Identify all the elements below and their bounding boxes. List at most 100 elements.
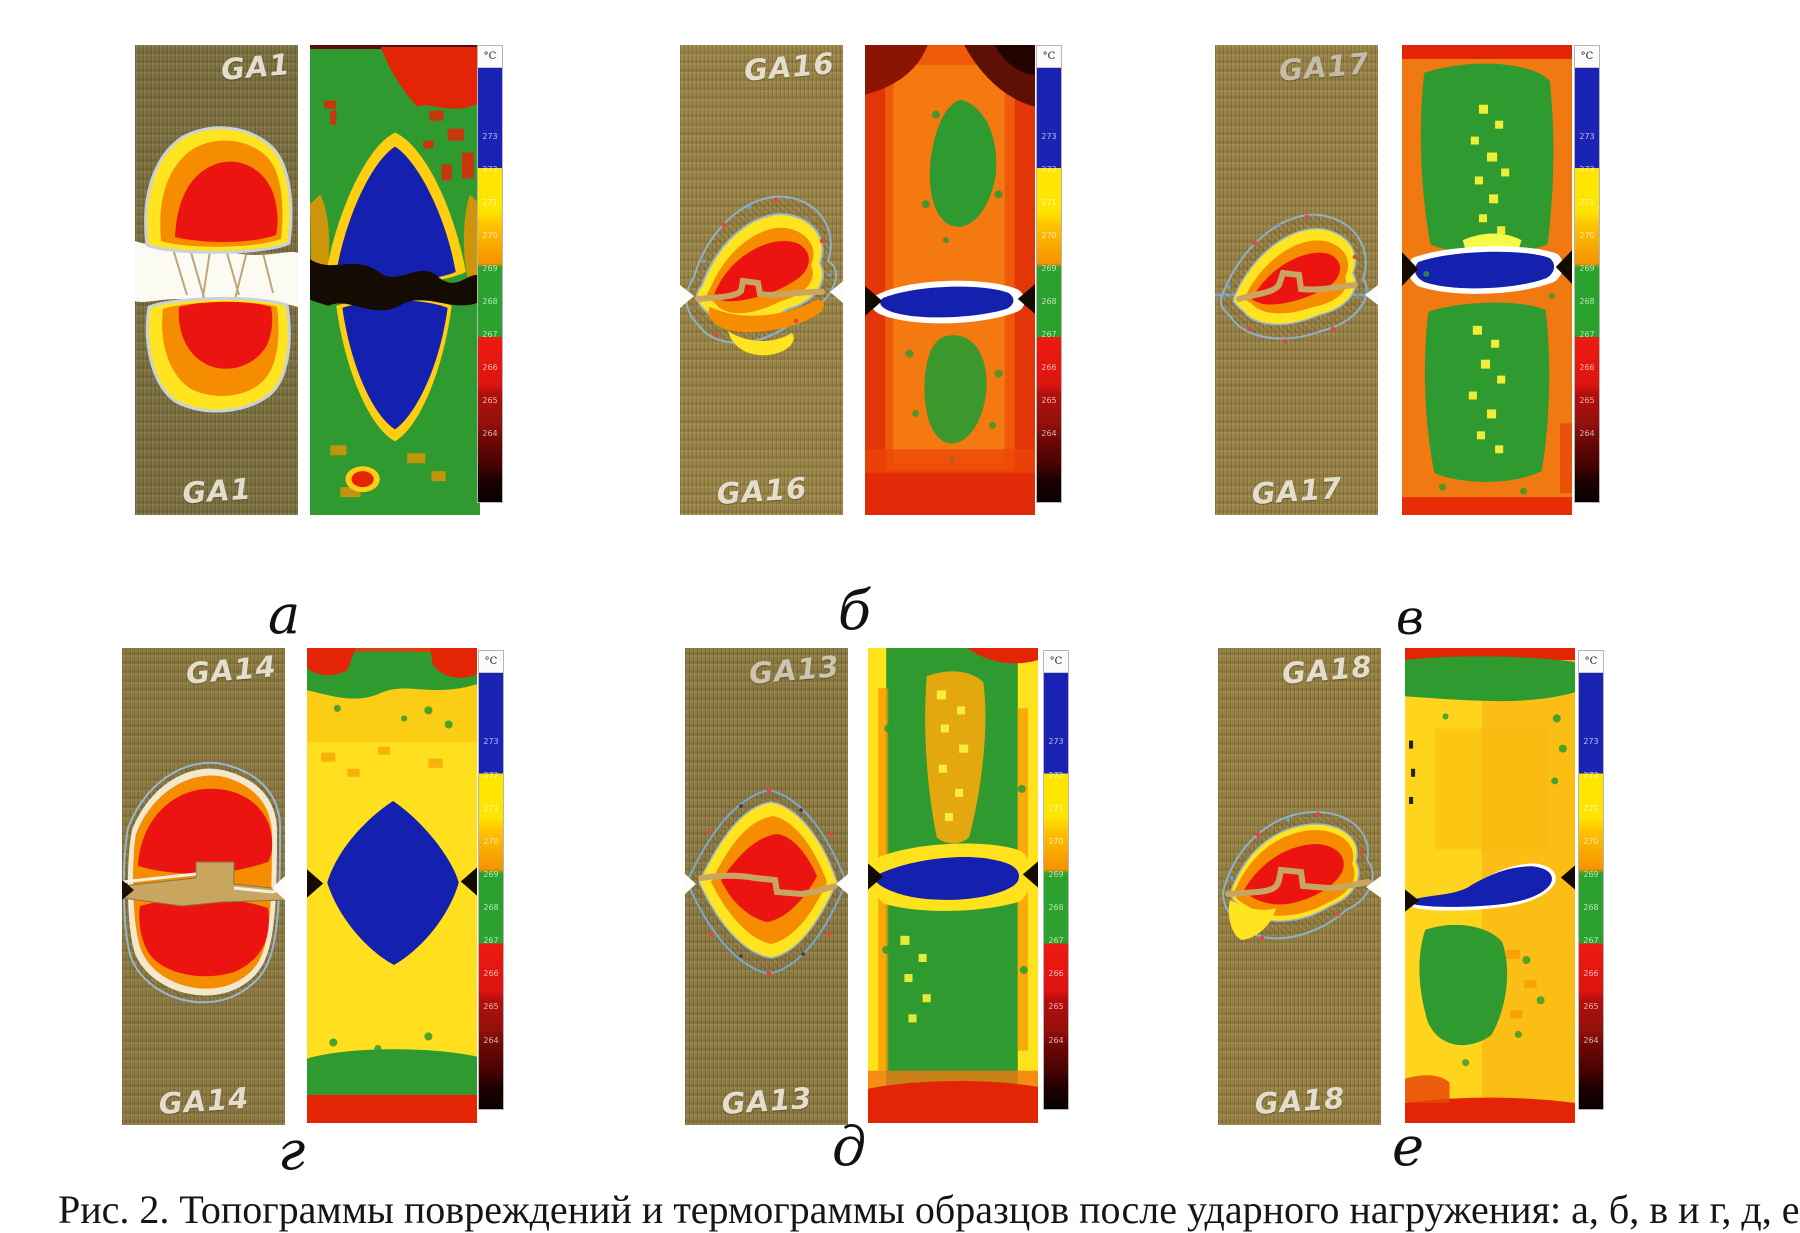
colorbar-tick-label: 271	[483, 803, 499, 813]
specimen-photo-ga16: GA16 GA16	[680, 45, 843, 515]
colorbar-tick-label: 267	[1583, 936, 1599, 946]
colorbar-tick-label: 268	[1583, 903, 1599, 913]
damage-overlay-ga17	[1215, 213, 1378, 344]
colorbar-scale: 273 272 271 270 269 268 267 266 265 264	[479, 673, 503, 1109]
specimen-label-bottom: GA17	[1250, 470, 1343, 512]
thermal-map-ga14	[307, 648, 477, 1123]
celsius-label: °C	[1575, 46, 1599, 68]
colorbar-tick-label: 265	[1583, 1002, 1599, 1012]
colorbar-tick-label: 271	[482, 198, 498, 208]
colorbar-scale: 273 272 271 270 269 268 267 266 265 264	[1044, 673, 1068, 1109]
specimen-label-bottom: GA1	[180, 471, 253, 511]
panel-letter-g: г	[278, 1119, 306, 1182]
colorbar: °C 273 272 271 270 269 268 267 266 265 264	[1036, 45, 1062, 503]
colorbar-tick-label: 266	[1579, 362, 1595, 372]
colorbar-tick-label: 265	[482, 395, 498, 405]
colorbar-tick-label: 273	[1579, 132, 1595, 142]
celsius-label: °C	[478, 46, 502, 68]
specimen-photo-ga18: GA18 GA18	[1218, 648, 1381, 1125]
colorbar-tick-label: 267	[1579, 330, 1595, 339]
colorbar-tick-label: 268	[483, 903, 499, 913]
colorbar-scale: 273 272 271 270 269 268 267 266 265 264	[478, 68, 502, 502]
colorbar-scale: 273 272 271 270 269 268 267 266 265 264	[1037, 68, 1061, 502]
specimen-label-bottom: GA13	[720, 1080, 813, 1122]
colorbar-tick-label: 273	[1041, 132, 1057, 142]
colorbar-tick-label: 266	[483, 969, 499, 979]
colorbar-tick-label: 267	[482, 330, 498, 339]
celsius-label: °C	[1037, 46, 1061, 68]
colorbar-tick-label: 269	[1579, 264, 1595, 274]
colorbar-tick-label: 265	[1579, 395, 1595, 405]
colorbar-tick-label: 271	[1583, 803, 1599, 813]
colorbar-tick-label: 273	[1048, 737, 1064, 747]
colorbar-tick-label: 264	[1048, 1035, 1064, 1045]
specimen-photo-ga1: GA1 GA1	[135, 45, 298, 515]
panel-letter-v: в	[1396, 590, 1424, 646]
colorbar-tick-label: 265	[1048, 1002, 1064, 1012]
colorbar-tick-label: 266	[1048, 969, 1064, 979]
panel-e: GA18 GA18 °C 273 272 271 270 269 268 267 266 265…	[1218, 648, 1605, 1125]
thermal-map-ga18	[1405, 648, 1575, 1123]
celsius-label: °C	[1044, 651, 1068, 673]
panel-a: GA1 GA1 °C 273 272 271 270 269 268 267 266 265 26…	[135, 45, 505, 515]
panel-v: GA17 GA17 °C 273 272 271 270 269 268 267 266 265…	[1215, 45, 1600, 515]
damage-overlay-ga1	[135, 126, 298, 413]
colorbar-tick-label: 269	[483, 869, 499, 879]
panel-b: GA16 GA16 °C 273 272 271 270 269 268 267 266 265…	[680, 45, 1065, 515]
specimen-label-top: GA1	[219, 47, 292, 87]
panel-g: GA14 GA14 °C 273 272 271 270 269 268 267 266 265…	[122, 648, 507, 1125]
colorbar-tick-label: 264	[483, 1035, 499, 1045]
damage-overlay-ga16	[680, 195, 843, 356]
colorbar-tick-label: 273	[482, 132, 498, 142]
colorbar-tick-label: 265	[1041, 395, 1057, 405]
colorbar: °C 273 272 271 270 269 268 267 266 265 264	[1578, 650, 1604, 1110]
specimen-photo-ga13: GA13 GA13	[685, 648, 848, 1125]
specimen-label-bottom: GA18	[1253, 1080, 1346, 1122]
thermal-map-ga17	[1402, 45, 1572, 515]
colorbar-tick-label: 269	[482, 264, 498, 274]
colorbar-tick-label: 272	[482, 165, 498, 175]
colorbar-tick-label: 271	[1579, 198, 1595, 208]
damage-overlay-ga13	[685, 787, 848, 977]
celsius-label: °C	[479, 651, 503, 673]
panel-d: GA13 GA13 °C 273 272 271 270 269 268 267 266 265…	[685, 648, 1072, 1125]
colorbar-scale: 273 272 271 270 269 268 267 266 265 264	[1575, 68, 1599, 502]
damage-overlay-ga14	[122, 761, 285, 1004]
damage-overlay-ga18	[1222, 810, 1381, 941]
colorbar-tick-label: 264	[1579, 428, 1595, 438]
colorbar-tick-label: 270	[1048, 836, 1064, 846]
panel-letter-e: е	[1392, 1115, 1424, 1178]
thermal-map-ga13	[868, 648, 1038, 1123]
specimen-photo-ga14: GA14 GA14	[122, 648, 285, 1125]
thermal-map-ga16	[865, 45, 1035, 515]
colorbar-tick-label: 266	[1583, 969, 1599, 979]
colorbar-tick-label: 268	[1579, 297, 1595, 307]
panel-letter-a: а	[268, 583, 301, 646]
colorbar: °C 273 272 271 270 269 268 267 266 265 264	[478, 650, 504, 1110]
specimen-photo-ga17: GA17 GA17	[1215, 45, 1378, 515]
colorbar-tick-label: 264	[482, 428, 498, 438]
colorbar-tick-label: 270	[1041, 231, 1057, 241]
colorbar-tick-label: 266	[1041, 362, 1057, 372]
colorbar-tick-label: 268	[1048, 903, 1064, 913]
colorbar-tick-label: 273	[483, 737, 499, 747]
specimen-label-bottom: GA16	[715, 470, 808, 512]
colorbar-tick-label: 271	[1041, 198, 1057, 208]
specimen-label-bottom: GA14	[157, 1080, 250, 1122]
colorbar: °C 273 272 271 270 269 268 267 266 265 264	[477, 45, 503, 503]
colorbar: °C 273 272 271 270 269 268 267 266 265 264	[1043, 650, 1069, 1110]
colorbar-tick-label: 269	[1048, 869, 1064, 879]
celsius-label: °C	[1579, 651, 1603, 673]
colorbar-tick-label: 264	[1583, 1035, 1599, 1045]
colorbar-tick-label: 272	[483, 770, 499, 780]
colorbar-tick-label: 270	[482, 231, 498, 241]
colorbar-tick-label: 269	[1583, 869, 1599, 879]
colorbar-tick-label: 271	[1048, 803, 1064, 813]
colorbar-scale: 273 272 271 270 269 268 267 266 265 264	[1579, 673, 1603, 1109]
thermal-map-ga1	[310, 45, 480, 515]
colorbar-tick-label: 267	[1048, 936, 1064, 946]
colorbar-tick-label: 272	[1048, 770, 1064, 780]
colorbar-tick-label: 272	[1579, 165, 1595, 175]
colorbar-tick-label: 273	[1583, 737, 1599, 747]
colorbar-tick-label: 272	[1041, 165, 1057, 175]
